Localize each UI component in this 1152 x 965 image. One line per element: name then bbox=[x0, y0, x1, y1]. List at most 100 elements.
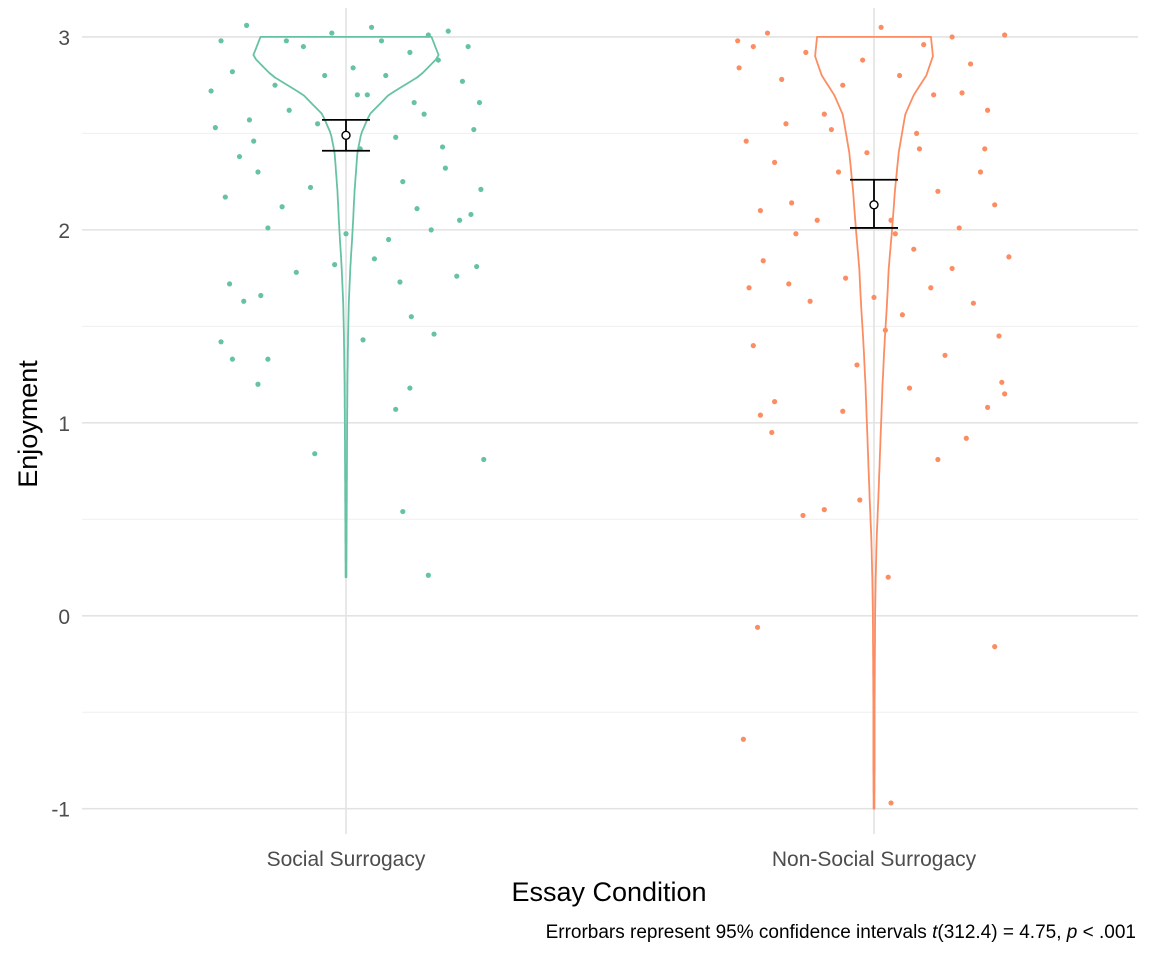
data-point bbox=[322, 72, 328, 79]
data-point bbox=[371, 256, 377, 262]
violin-outline bbox=[814, 36, 934, 810]
data-point bbox=[343, 231, 349, 237]
data-point bbox=[315, 121, 321, 127]
data-point bbox=[764, 30, 771, 36]
data-point bbox=[329, 30, 335, 36]
data-point bbox=[854, 362, 860, 368]
data-point bbox=[244, 22, 250, 28]
data-point bbox=[397, 279, 403, 285]
data-point bbox=[999, 379, 1005, 385]
data-point bbox=[757, 207, 764, 214]
data-point bbox=[949, 34, 955, 40]
data-point bbox=[935, 188, 941, 194]
data-point bbox=[312, 451, 318, 457]
x-axis-title: Essay Condition bbox=[511, 877, 706, 907]
data-point bbox=[293, 269, 299, 275]
data-point bbox=[885, 574, 891, 580]
data-point bbox=[736, 65, 742, 71]
axis-ticks: -1 0 1 2 3 Social Surrogacy Non-Social Surroga… bbox=[51, 27, 976, 871]
data-point bbox=[272, 82, 278, 88]
data-point bbox=[860, 57, 866, 63]
x-tick-label: Non-Social Surrogacy bbox=[772, 848, 977, 871]
data-point bbox=[746, 285, 752, 291]
y-tick-label: 3 bbox=[58, 27, 70, 50]
data-point bbox=[740, 736, 746, 742]
data-point bbox=[743, 138, 749, 144]
data-point bbox=[828, 126, 835, 133]
data-point bbox=[840, 82, 846, 88]
data-point bbox=[892, 231, 898, 237]
data-point bbox=[283, 38, 289, 44]
caption-t-symbol: t bbox=[932, 922, 938, 943]
data-point bbox=[454, 273, 460, 279]
data-point bbox=[807, 298, 813, 304]
data-point bbox=[931, 92, 937, 98]
data-point bbox=[840, 408, 846, 414]
data-point bbox=[445, 28, 451, 34]
data-point bbox=[783, 121, 789, 127]
data-point bbox=[226, 281, 233, 287]
data-point bbox=[378, 38, 385, 44]
data-point bbox=[779, 76, 785, 82]
data-point bbox=[465, 43, 471, 50]
data-point bbox=[421, 111, 427, 117]
data-point bbox=[896, 72, 903, 79]
data-point bbox=[218, 339, 224, 345]
data-point bbox=[959, 90, 965, 96]
data-point bbox=[255, 381, 261, 387]
data-point bbox=[407, 49, 413, 55]
data-point bbox=[899, 312, 906, 318]
caption-text-2: (312.4) = 4.75, bbox=[937, 922, 1067, 943]
mean-marker bbox=[869, 200, 879, 210]
data-point bbox=[208, 88, 214, 94]
data-point bbox=[942, 352, 948, 358]
data-point bbox=[468, 211, 474, 218]
data-point bbox=[431, 331, 437, 337]
violin-outline bbox=[252, 36, 440, 579]
data-point bbox=[354, 92, 360, 98]
data-point bbox=[857, 497, 863, 503]
data-point bbox=[967, 61, 974, 67]
caption-text-1: Errorbars represent 95% confidence inter… bbox=[545, 922, 933, 943]
jitter-points bbox=[208, 22, 1012, 806]
data-point bbox=[286, 107, 292, 113]
data-point bbox=[229, 69, 235, 75]
data-point bbox=[236, 153, 243, 160]
data-point bbox=[255, 169, 261, 175]
data-point bbox=[400, 508, 406, 515]
mean-marker bbox=[341, 130, 351, 141]
data-point bbox=[906, 385, 913, 391]
data-point bbox=[1006, 254, 1012, 260]
data-point bbox=[350, 65, 356, 71]
data-point bbox=[871, 294, 877, 301]
data-point bbox=[914, 130, 920, 137]
data-point bbox=[481, 456, 487, 463]
y-axis-title: Enjoyment bbox=[13, 360, 43, 488]
data-point bbox=[789, 200, 795, 206]
data-point bbox=[442, 165, 448, 171]
data-point bbox=[408, 314, 414, 320]
data-point bbox=[750, 43, 756, 50]
data-point bbox=[928, 285, 934, 291]
data-point bbox=[786, 281, 792, 287]
data-point bbox=[970, 300, 977, 306]
data-point bbox=[307, 184, 314, 191]
data-point bbox=[246, 117, 253, 123]
data-point bbox=[265, 356, 271, 362]
data-point bbox=[414, 206, 420, 212]
data-point bbox=[383, 72, 389, 79]
data-point bbox=[241, 298, 247, 304]
data-point bbox=[769, 429, 775, 436]
data-point bbox=[996, 333, 1002, 339]
data-point bbox=[476, 99, 483, 106]
data-point bbox=[985, 107, 991, 113]
error-bars bbox=[322, 119, 898, 229]
data-point bbox=[457, 217, 463, 223]
data-point bbox=[921, 42, 927, 48]
data-point bbox=[425, 572, 431, 578]
data-point bbox=[949, 265, 955, 272]
data-point bbox=[814, 217, 820, 223]
data-point bbox=[916, 146, 923, 152]
